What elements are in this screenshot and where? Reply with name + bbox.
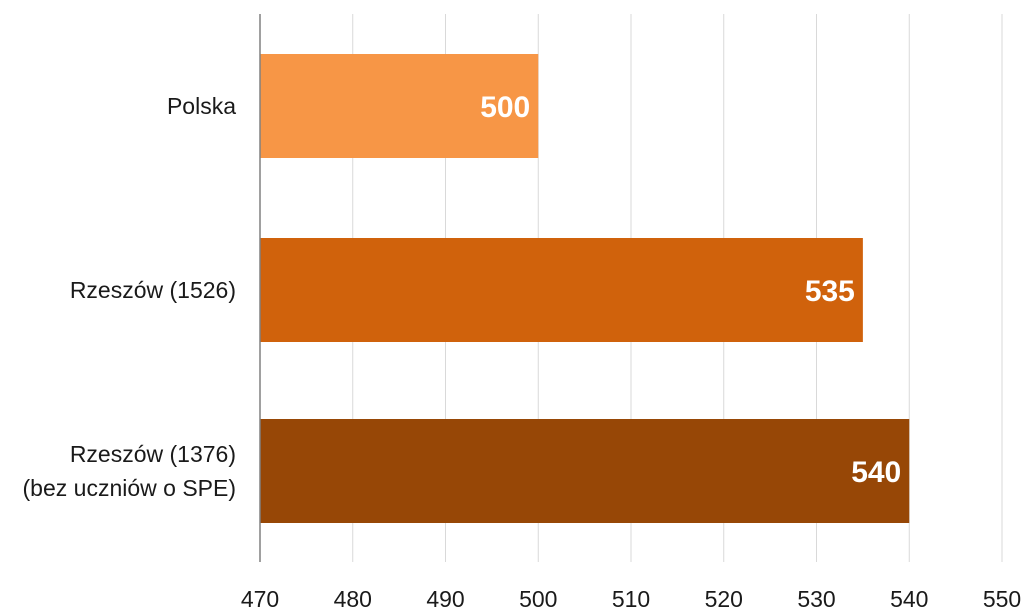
- category-label-1-0: Rzeszów (1526): [70, 277, 236, 303]
- category-label-0-0: Polska: [167, 93, 236, 119]
- x-tick-label-520: 520: [705, 586, 743, 612]
- x-tick-label-530: 530: [797, 586, 835, 612]
- bar-1: [260, 238, 863, 342]
- data-label-1: 535: [805, 275, 855, 308]
- x-tick-label-550: 550: [983, 586, 1021, 612]
- data-label-0: 500: [480, 91, 530, 124]
- x-tick-label-540: 540: [890, 586, 928, 612]
- category-label-2-0: Rzeszów (1376): [70, 441, 236, 467]
- x-tick-label-490: 490: [426, 586, 464, 612]
- x-tick-label-480: 480: [334, 586, 372, 612]
- category-label-2-1: (bez uczniów o SPE): [23, 475, 236, 501]
- labels: 470 480 490 500 510 520 530 540 550 500 Polska 535 R…: [23, 91, 1022, 612]
- bar-0: [260, 54, 539, 158]
- x-tick-label-510: 510: [612, 586, 650, 612]
- x-tick-label-500: 500: [519, 586, 557, 612]
- bars: [260, 54, 910, 523]
- data-label-2: 540: [851, 456, 901, 489]
- bar-2: [260, 419, 910, 523]
- x-tick-label-470: 470: [241, 586, 279, 612]
